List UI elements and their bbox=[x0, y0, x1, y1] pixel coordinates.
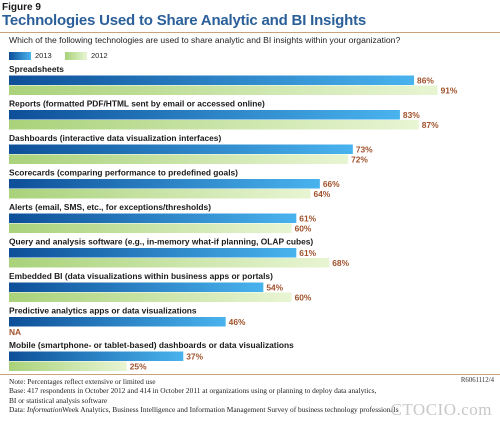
bar-2013 bbox=[9, 110, 400, 120]
notes-divider bbox=[0, 374, 500, 375]
value-label-2012: 64% bbox=[313, 189, 330, 199]
legend-label-2012: 2012 bbox=[91, 51, 108, 60]
report-code: R6061112/4 bbox=[460, 377, 494, 384]
bar-2012 bbox=[9, 85, 438, 95]
value-label-2013: 37% bbox=[186, 352, 203, 362]
legend-swatch-2012 bbox=[65, 52, 87, 60]
value-label-2013: 73% bbox=[356, 145, 373, 155]
bar-2013 bbox=[9, 179, 320, 189]
value-label-2012: 68% bbox=[332, 258, 349, 268]
bar-2012 bbox=[9, 223, 292, 233]
category-label: Predictive analytics apps or data visual… bbox=[9, 306, 197, 316]
bar-2012 bbox=[9, 154, 349, 164]
notes: Note: Percentages reflect extensive or l… bbox=[9, 377, 449, 415]
category-label: Scorecards (comparing performance to pre… bbox=[9, 168, 238, 178]
value-label-2012: 91% bbox=[441, 86, 458, 96]
value-label-2012: 60% bbox=[295, 293, 312, 303]
value-label-2013: 86% bbox=[417, 76, 434, 86]
value-label-2013: 61% bbox=[299, 248, 316, 258]
value-label-2013: 46% bbox=[229, 317, 246, 327]
category-label: Query and analysis software (e.g., in-me… bbox=[9, 237, 313, 247]
watermark: CTOCIO.com bbox=[390, 400, 492, 419]
category-label: Dashboards (interactive data visualizati… bbox=[9, 133, 221, 143]
figure-label: Figure 9 bbox=[2, 2, 41, 13]
bar-2012 bbox=[9, 361, 127, 371]
bar-2012 bbox=[9, 292, 292, 302]
source-line: Data: InformationWeek Analytics, Busines… bbox=[9, 405, 399, 415]
value-label-2012: 60% bbox=[295, 224, 312, 234]
value-label-2012: 25% bbox=[130, 362, 147, 372]
survey-question: Which of the following technologies are … bbox=[9, 35, 401, 45]
category-label: Embedded BI (data visualizations within … bbox=[9, 271, 273, 281]
bar-2013 bbox=[9, 213, 297, 223]
title-divider bbox=[0, 32, 500, 33]
bar-2013 bbox=[9, 317, 226, 327]
bar-2012 bbox=[9, 189, 311, 199]
note-line: Note: Percentages reflect extensive or l… bbox=[9, 377, 156, 386]
category-label: Mobile (smartphone- or tablet-based) das… bbox=[9, 340, 294, 350]
value-label-2013: 61% bbox=[299, 214, 316, 224]
category-label: Spreadsheets bbox=[9, 64, 64, 74]
bar-2013 bbox=[9, 75, 415, 85]
chart-title: Technologies Used to Share Analytic and … bbox=[2, 12, 367, 29]
na-label: NA bbox=[9, 327, 21, 337]
bar-chart: Spreadsheets 86% 91% Reports (formatted PDF… bbox=[9, 64, 458, 372]
bar-2013 bbox=[9, 144, 353, 154]
base-line-2: BI or statistical analysis software bbox=[9, 395, 108, 405]
category-label: Reports (formatted PDF/HTML sent by emai… bbox=[9, 99, 265, 109]
value-label-2012: 72% bbox=[351, 155, 368, 165]
bar-2013 bbox=[9, 282, 264, 292]
bar-2013 bbox=[9, 248, 297, 258]
value-label-2012: 87% bbox=[422, 120, 439, 130]
value-label-2013: 66% bbox=[323, 179, 340, 189]
value-label-2013: 54% bbox=[266, 283, 283, 293]
bar-2012 bbox=[9, 120, 419, 130]
legend-label-2013: 2013 bbox=[35, 51, 52, 60]
bar-2012 bbox=[9, 258, 330, 268]
value-label-2013: 83% bbox=[403, 110, 420, 120]
legend-swatch-2013 bbox=[9, 52, 31, 60]
bar-2013 bbox=[9, 351, 184, 361]
category-label: Alerts (email, SMS, etc., for exceptions… bbox=[9, 202, 211, 212]
base-line-1: Base: 417 respondents in October 2012 an… bbox=[9, 386, 377, 396]
